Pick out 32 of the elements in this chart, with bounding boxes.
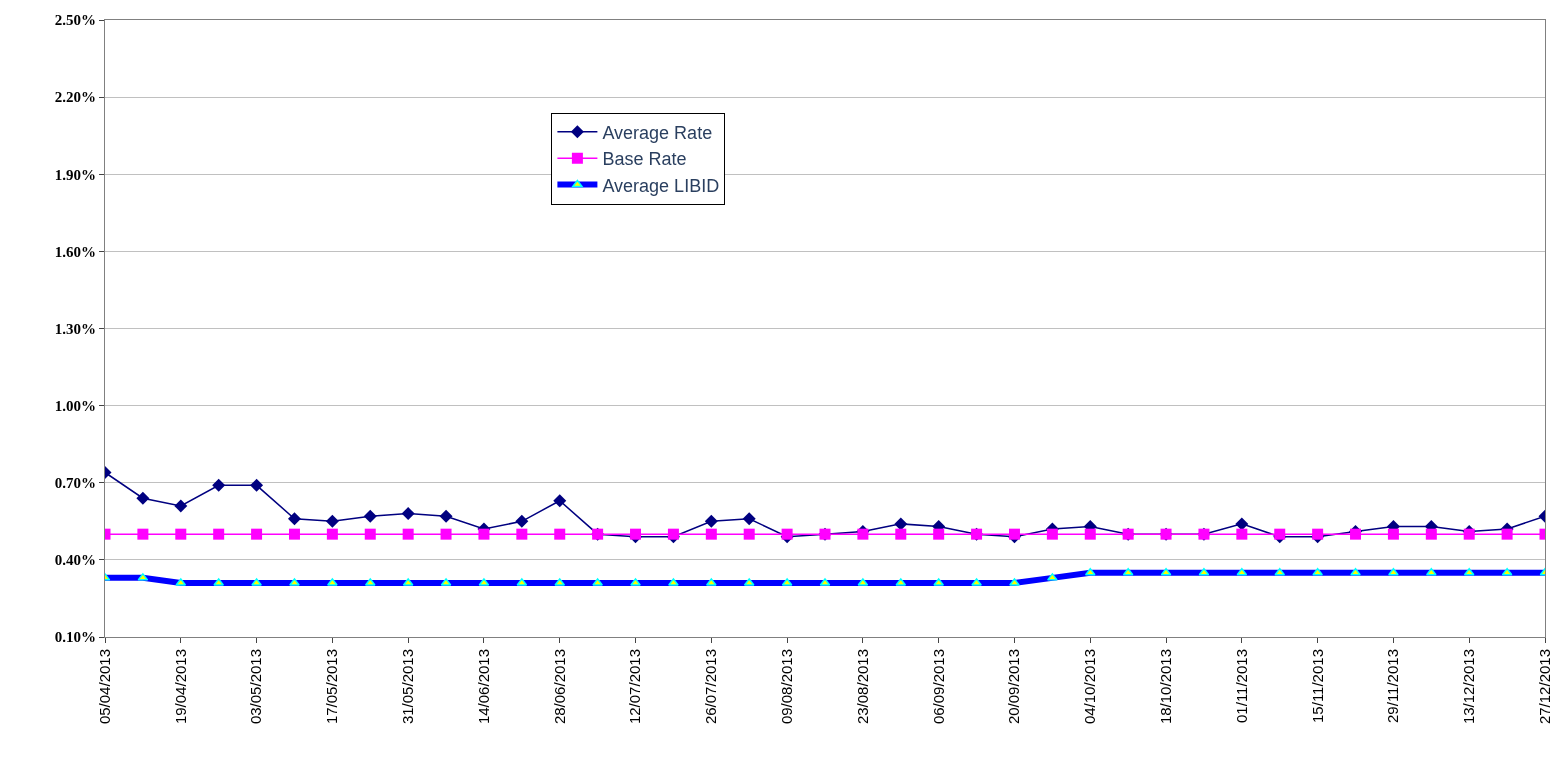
x-tick-label: 12/07/2013 [626, 649, 644, 725]
x-tick-label: 27/12/2013 [1535, 649, 1553, 725]
x-tick-label: 09/08/2013 [777, 649, 795, 725]
x-tick-label: 18/10/2013 [1156, 649, 1174, 725]
x-tick-label: 13/12/2013 [1460, 649, 1478, 725]
x-tick-label: 29/11/2013 [1384, 649, 1402, 723]
y-tick-label: 2.50% [54, 12, 96, 29]
y-tick-label: 0.10% [54, 629, 96, 646]
y-tick-label: 0.40% [54, 552, 96, 569]
x-tick-label: 01/11/2013 [1232, 649, 1250, 723]
y-tick-label: 0.70% [54, 475, 96, 491]
legend-label: Average LIBID [602, 175, 720, 196]
x-tick-label: 20/09/2013 [1005, 649, 1023, 725]
x-tick-label: 23/08/2013 [853, 649, 871, 725]
x-tick-label: 28/06/2013 [550, 649, 568, 725]
x-tick-label: 17/05/2013 [323, 649, 341, 725]
x-tick-label: 15/11/2013 [1308, 649, 1326, 723]
y-tick-label: 2.20% [54, 89, 96, 106]
x-tick-label: 04/10/2013 [1081, 649, 1099, 725]
x-tick-label: 06/09/2013 [929, 649, 947, 725]
legend-label: Base Rate [602, 149, 687, 170]
y-tick-label: 1.90% [54, 166, 96, 183]
y-tick-label: 1.00% [54, 397, 96, 414]
x-tick-label: 03/05/2013 [247, 649, 265, 725]
y-tick-label: 1.30% [54, 320, 96, 337]
x-tick-label: 26/07/2013 [702, 649, 720, 725]
y-tick-label: 1.60% [54, 243, 96, 260]
x-tick-label: 14/06/2013 [474, 649, 492, 725]
x-tick-label: 05/04/2013 [95, 649, 113, 725]
legend-label: Average Rate [602, 122, 713, 143]
x-tick-label: 31/05/2013 [399, 649, 417, 725]
x-tick-label: 19/04/2013 [171, 649, 189, 725]
